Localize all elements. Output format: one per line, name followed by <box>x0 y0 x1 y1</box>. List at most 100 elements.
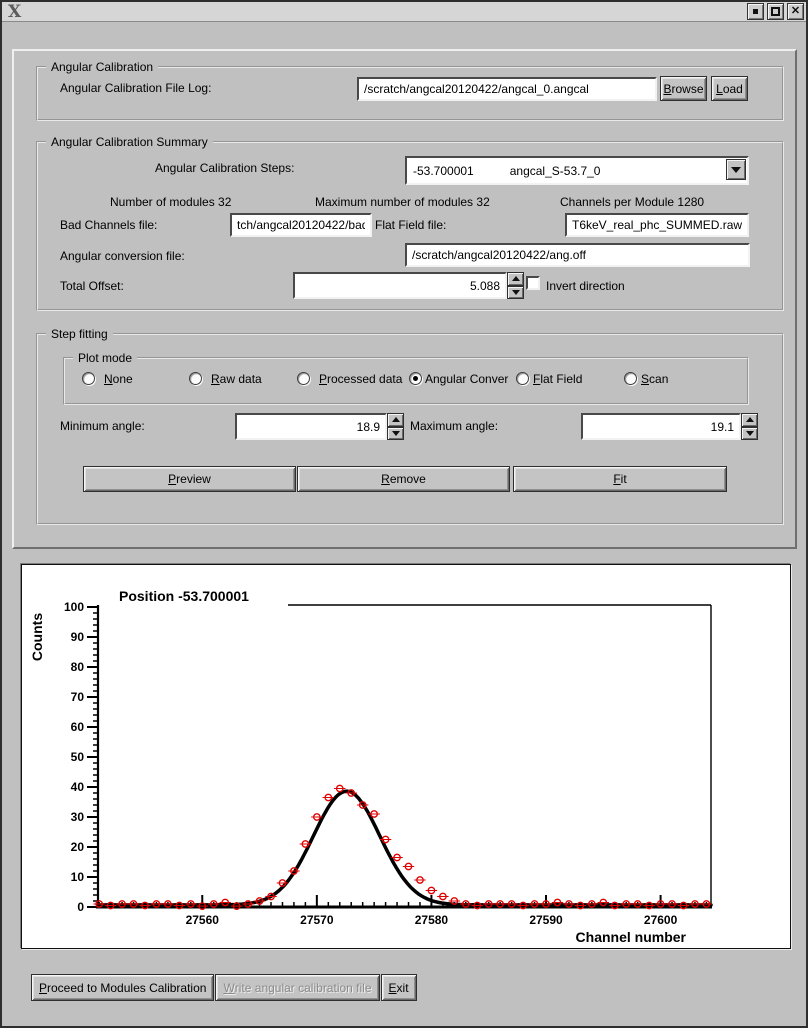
file-log-input[interactable] <box>357 77 657 101</box>
data-point <box>416 876 424 884</box>
data-point <box>152 900 161 908</box>
max-angle-spin-up-button[interactable] <box>741 413 758 427</box>
data-point <box>450 897 459 905</box>
min-angle-spin-down-button[interactable] <box>387 426 404 440</box>
load-button[interactable]: Load <box>711 76 748 101</box>
y-tick-label: 30 <box>71 810 85 824</box>
data-point <box>244 900 252 908</box>
chart-title: Position -53.700001 <box>119 588 249 604</box>
browse-button[interactable]: Browse <box>660 76 707 101</box>
data-point <box>106 901 115 910</box>
data-point <box>255 897 264 905</box>
close-button[interactable]: ✕ <box>787 3 804 20</box>
x11-logo-icon: X <box>8 2 22 22</box>
flat-field-label: Flat Field file: <box>375 218 447 232</box>
data-point <box>404 862 413 871</box>
steps-dropdown-button[interactable] <box>726 159 746 180</box>
plot-mode-label-raw-data[interactable]: Raw data <box>211 372 262 386</box>
total-offset-spin-up-button[interactable] <box>507 272 524 286</box>
min-angle-spin-up-button[interactable] <box>387 413 404 427</box>
data-point <box>290 867 298 875</box>
max-modules-text: Maximum number of modules 32 <box>315 195 490 209</box>
maximize-button[interactable] <box>767 3 784 20</box>
spin-down-icon <box>391 430 400 436</box>
plot-mode-radio-flat-field[interactable] <box>516 372 529 385</box>
calibration-chart: 0 10 20 30 40 50 60 70 80 90 100 27560 27570 27580 275… <box>21 564 791 949</box>
chart-xlabel: Channel number <box>576 929 687 945</box>
plot-mode-radio-scan[interactable] <box>624 372 637 385</box>
group-angular-calibration: Angular Calibration Angular Calibration … <box>36 60 784 121</box>
max-angle-input[interactable] <box>581 413 741 440</box>
group-plot-mode-title: Plot mode <box>73 351 138 366</box>
plot-mode-label-scan[interactable]: Scan <box>641 372 669 386</box>
max-angle-label: Maximum angle: <box>410 419 499 433</box>
data-point <box>209 900 218 908</box>
titlebar[interactable]: X ✕ <box>2 2 806 22</box>
data-point <box>141 901 149 910</box>
data-point <box>461 900 470 908</box>
preview-button[interactable]: Preview <box>83 466 296 492</box>
y-tick-label: 0 <box>77 900 84 914</box>
bad-channels-input[interactable] <box>230 213 372 237</box>
steps-value-name: angcal_S-53.7_0 <box>509 163 601 178</box>
spin-up-icon <box>745 417 754 423</box>
plot-mode-label-angular-conver[interactable]: Angular Conver <box>425 372 509 386</box>
remove-button[interactable]: Remove <box>297 466 510 492</box>
data-point <box>702 900 711 908</box>
minimize-button[interactable] <box>747 3 764 20</box>
total-offset-spinner <box>507 272 524 299</box>
plot-mode-label-flat-field[interactable]: Flat Field <box>533 372 583 386</box>
invert-direction-label[interactable]: Invert direction <box>546 279 625 293</box>
total-offset-input[interactable] <box>293 272 507 299</box>
plot-mode-radio-angular-conver[interactable] <box>409 372 422 385</box>
plot-mode-radio-raw-data[interactable] <box>189 372 202 385</box>
data-point <box>427 886 436 895</box>
plot-mode-radio-none[interactable] <box>82 372 95 385</box>
group-plot-mode: Plot mode None Raw data Processed data Angu… <box>63 351 749 405</box>
steps-combobox[interactable]: -53.700001 angcal_S-53.7_0 <box>405 156 749 185</box>
min-angle-input[interactable] <box>235 413 387 440</box>
max-angle-spin-down-button[interactable] <box>741 426 758 440</box>
data-point <box>496 900 505 908</box>
group-step-fitting-title: Step fitting <box>46 327 113 342</box>
data-point <box>381 835 390 844</box>
chart-ylabel: Counts <box>29 613 45 661</box>
data-point <box>118 900 126 908</box>
data-point <box>324 793 333 802</box>
data-point <box>175 901 184 910</box>
group-calibration-summary-title: Angular Calibration Summary <box>46 135 213 150</box>
num-modules-text: Number of modules 32 <box>110 195 232 209</box>
plot-mode-label-processed-data[interactable]: Processed data <box>319 372 403 386</box>
min-angle-spinner <box>387 413 404 440</box>
steps-value-position: -53.700001 <box>413 163 474 178</box>
radio-dot-icon <box>413 376 418 381</box>
angular-conversion-label: Angular conversion file: <box>60 249 185 263</box>
spin-down-icon <box>511 289 520 295</box>
main-area: Angular Calibration Angular Calibration … <box>2 23 806 1026</box>
group-calibration-summary: Angular Calibration Summary Angular Cali… <box>36 135 784 311</box>
data-point <box>198 902 207 910</box>
data-point <box>221 898 230 907</box>
data-point <box>186 900 195 908</box>
group-angular-calibration-title: Angular Calibration <box>46 60 159 75</box>
data-point <box>599 898 608 907</box>
plot-mode-radio-processed-data[interactable] <box>297 372 310 385</box>
angular-conversion-input[interactable] <box>405 243 750 267</box>
invert-direction-checkbox[interactable] <box>526 276 540 290</box>
data-point <box>232 902 241 910</box>
channels-per-module-text: Channels per Module 1280 <box>560 195 705 209</box>
data-point <box>633 900 642 908</box>
fit-button[interactable]: Fit <box>513 466 727 492</box>
data-point <box>553 898 562 907</box>
plot-mode-label-none[interactable]: None <box>104 372 133 386</box>
data-point <box>358 801 367 809</box>
flat-field-input[interactable] <box>565 213 749 237</box>
total-offset-spin-down-button[interactable] <box>507 285 524 299</box>
data-point <box>312 813 321 821</box>
data-point <box>439 892 447 901</box>
